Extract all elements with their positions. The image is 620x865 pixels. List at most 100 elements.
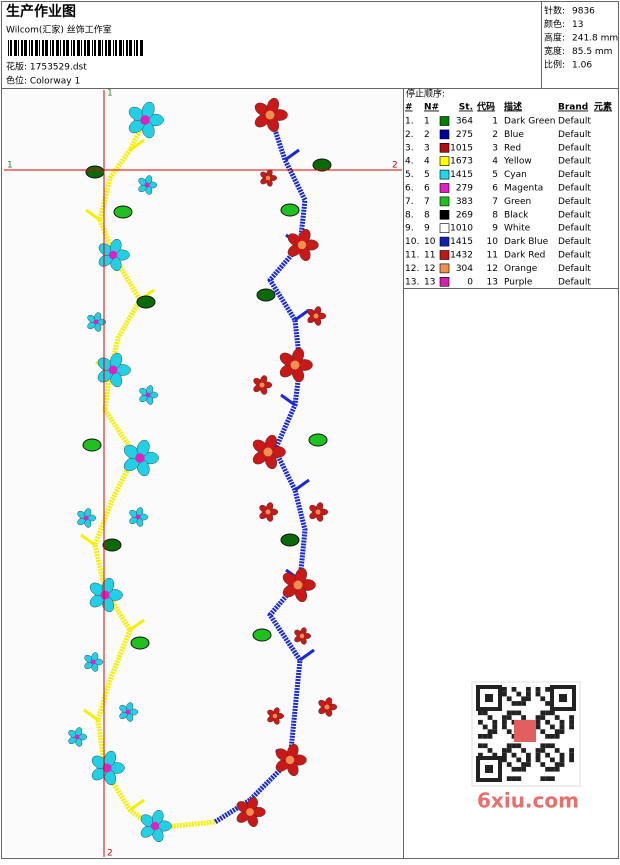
qr-cell [535,748,541,753]
axis-label: 1 [7,161,13,171]
qr-cell [526,696,531,702]
studio: Wilcom(汇家) 丝饰工作室 [6,24,112,36]
qr-cell [535,715,541,720]
bar [119,40,122,56]
qr-cell [550,743,555,749]
leaf [280,203,300,217]
cell: Default [558,170,591,180]
bar [39,40,40,56]
qr-cell [521,715,526,720]
leaf [82,438,102,452]
flower-center [150,821,160,831]
cell: 7 [424,197,430,207]
column-header: N# [424,103,439,113]
qr-cell [540,743,546,749]
bar [10,40,12,56]
leaf-stem [80,533,96,547]
qr-cell [478,734,483,739]
flower-center [145,392,151,398]
color-swatch [439,210,450,220]
qr-cell [487,748,493,753]
cell: 6 [492,184,498,194]
qr-cell [554,729,560,734]
qr-cell [535,687,541,692]
cell: 13. [405,277,419,287]
bar [73,40,75,56]
bar [63,40,65,56]
qr-cell [511,752,517,758]
bar [71,40,72,56]
qr-cell [511,743,517,749]
cell: 11. [405,251,419,261]
cell: Default [558,210,591,220]
info-label: 颜色: [544,18,565,30]
watermark: 6xiu.com [477,789,579,813]
leaf [102,538,122,552]
qr-logo [514,720,536,742]
cell: 1 [424,117,430,127]
bar [126,40,128,56]
info-value: 85.5 mm [572,47,612,57]
cell: 5. [405,170,414,180]
leaf-stem [129,798,145,812]
cell: 7. [405,197,414,207]
cell: 6 [424,184,430,194]
barcode [8,40,143,56]
qr-cell [506,762,512,767]
cell: 4 [492,157,498,167]
bar [123,40,124,56]
leaf [113,205,133,219]
flower-center [100,590,110,600]
qr-cell [540,762,546,767]
column-header: # [405,103,413,113]
cell: Default [558,197,591,207]
qr-finder [559,694,567,702]
cell: 1. [405,117,414,127]
cell: 13 [487,277,498,287]
info-label: 比例: [544,59,565,71]
flower-center [293,580,303,590]
color-table: # N# St. 代码 描述 Brand 元素1. 1 364 1 Dark Green Defaul… [405,101,612,288]
bar [129,40,132,56]
bar [81,40,82,56]
flower-center [315,509,321,515]
color-swatch [439,129,450,140]
qr-cell [554,766,560,772]
info-label: 高度: [544,32,565,44]
column-header: St. [459,103,473,113]
leaf-stem [129,618,145,632]
color-swatch [439,169,450,180]
qr-cell [535,719,541,725]
qr-cell [482,710,488,716]
qr-cell [482,734,488,739]
leaf [308,433,328,447]
flower-center [74,734,80,740]
bar [134,40,135,56]
color-swatch [439,196,450,207]
bar [140,40,143,56]
cell: 1432 [450,251,473,261]
qr-cell [569,724,574,730]
qr-cell [545,710,550,716]
qr-cell [506,748,512,753]
leaf [256,288,276,302]
qr-cell [516,757,522,763]
cell: 2 [492,130,498,140]
qr-cell [521,748,526,753]
cell: Default [558,157,591,167]
qr-cell [506,776,512,781]
qr-cell [559,729,565,734]
flower-center [265,509,271,515]
qr-cell [569,757,574,763]
info-value: 1.06 [572,61,592,71]
cell: 2. [405,130,414,140]
cell: Dark Blue [504,237,549,247]
qr-cell [492,729,498,734]
cell: 4 [424,157,430,167]
flower-center [93,319,99,325]
bar [31,40,33,56]
cell: Default [558,264,591,274]
leaf [252,628,272,642]
bar [102,40,103,56]
flower-center [83,515,89,521]
